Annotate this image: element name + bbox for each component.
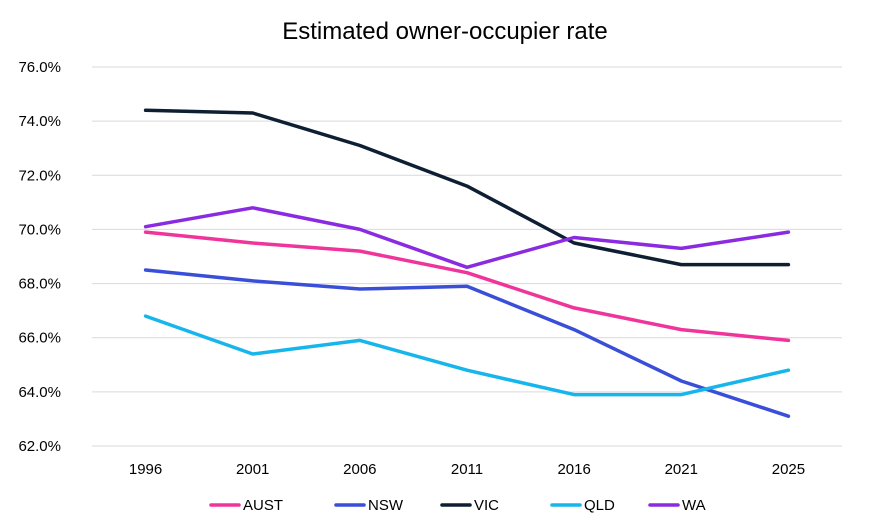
y-tick-label: 70.0% <box>18 221 61 238</box>
series-line-vic <box>143 108 791 267</box>
x-tick-label: 2006 <box>343 461 376 478</box>
x-tick-label: 2021 <box>665 461 698 478</box>
chart-title: Estimated owner-occupier rate <box>282 18 607 45</box>
series-lines <box>143 108 791 418</box>
y-tick-label: 64.0% <box>18 384 61 401</box>
x-tick-label: 2001 <box>236 461 269 478</box>
x-tick-label: 2016 <box>557 461 590 478</box>
y-tick-label: 72.0% <box>18 167 61 184</box>
gridlines <box>92 66 842 447</box>
legend-label-qld: QLD <box>584 497 615 514</box>
legend: AUST NSW VIC QLD WA <box>209 497 706 514</box>
legend-label-nsw: NSW <box>368 497 404 514</box>
y-tick-label: 68.0% <box>18 276 61 293</box>
y-axis-ticks: 62.0% 64.0% 66.0% 68.0% 70.0% 72.0% 74.0% 76.0% <box>18 59 61 455</box>
x-tick-label: 1996 <box>129 461 162 478</box>
x-tick-label: 2025 <box>772 461 805 478</box>
legend-label-vic: VIC <box>474 497 499 514</box>
y-tick-label: 66.0% <box>18 330 61 347</box>
series-line-aust <box>143 230 791 343</box>
series-line-qld <box>143 314 791 397</box>
x-axis-ticks: 1996 2001 2006 2011 2016 2021 2025 <box>129 461 805 478</box>
x-tick-label: 2011 <box>451 461 483 478</box>
legend-label-wa: WA <box>682 497 706 514</box>
y-tick-label: 74.0% <box>18 113 61 130</box>
y-tick-label: 62.0% <box>18 438 61 455</box>
series-line-nsw <box>143 268 791 418</box>
series-line-wa <box>143 206 791 270</box>
legend-label-aust: AUST <box>243 497 283 514</box>
y-tick-label: 76.0% <box>18 59 61 76</box>
